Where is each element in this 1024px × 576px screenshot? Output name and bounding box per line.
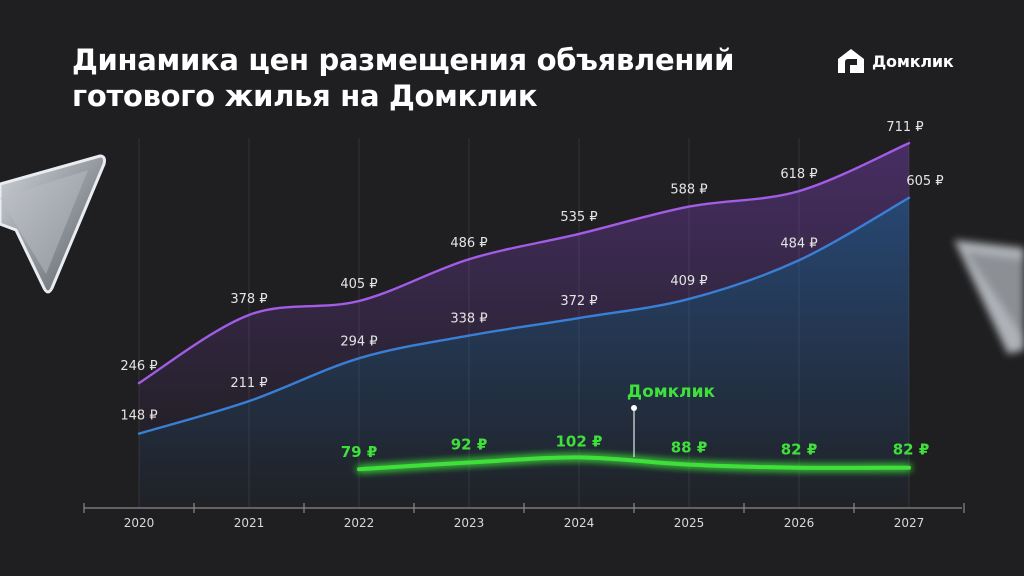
glass-arrow-left-decoration [0, 154, 106, 294]
purple-data-label: 535 ₽ [560, 210, 597, 225]
purple-data-label: 711 ₽ [886, 120, 923, 135]
blue-data-label: 605 ₽ [906, 174, 943, 189]
glass-arrow-right-decoration [954, 240, 1024, 354]
chart-title-line-2: готового жилья на Домклик [72, 79, 538, 113]
annotation-pointer-dot [631, 405, 637, 411]
blue-data-label: 338 ₽ [450, 312, 487, 327]
purple-data-label: 588 ₽ [670, 183, 707, 198]
x-tick-label: 2024 [564, 516, 595, 530]
x-tick-label: 2022 [344, 516, 375, 530]
annotation-label: Домклик [627, 382, 716, 402]
green-series-line [357, 455, 911, 472]
brand-logo: Домклик [836, 47, 954, 75]
x-tick-label: 2027 [894, 516, 925, 530]
green-data-label: 92 ₽ [451, 436, 488, 454]
x-tick-label: 2025 [674, 516, 705, 530]
purple-area-fill [139, 143, 909, 434]
blue-data-label: 148 ₽ [120, 409, 157, 424]
purple-data-label: 405 ₽ [340, 277, 377, 292]
purple-data-label: 486 ₽ [450, 236, 487, 251]
purple-data-label: 378 ₽ [230, 292, 267, 307]
green-data-label: 82 ₽ [893, 441, 930, 459]
brand-name: Домклик [872, 51, 954, 71]
blue-data-label: 484 ₽ [780, 236, 817, 251]
x-tick-label: 2021 [234, 516, 265, 530]
chart-title: Динамика цен размещения объявлений готов… [72, 42, 772, 114]
green-data-label: 102 ₽ [556, 432, 603, 450]
green-data-label: 82 ₽ [781, 441, 818, 459]
house-logo-icon [838, 49, 864, 73]
x-tick-label: 2020 [124, 516, 155, 530]
chart-title-line-1: Динамика цен размещения объявлений [72, 43, 735, 77]
blue-data-label: 211 ₽ [230, 376, 267, 391]
x-tick-label: 2023 [454, 516, 485, 530]
blue-area-fill [139, 197, 909, 508]
green-data-label: 88 ₽ [671, 439, 708, 457]
purple-data-label: 618 ₽ [780, 167, 817, 182]
blue-data-label: 294 ₽ [340, 334, 377, 349]
blue-series-line [137, 196, 911, 435]
blue-data-label: 372 ₽ [560, 294, 597, 309]
green-data-label: 79 ₽ [341, 443, 378, 461]
purple-series-line [137, 141, 911, 385]
x-tick-label: 2026 [784, 516, 815, 530]
purple-data-label: 246 ₽ [120, 359, 157, 374]
blue-data-label: 409 ₽ [670, 274, 707, 289]
